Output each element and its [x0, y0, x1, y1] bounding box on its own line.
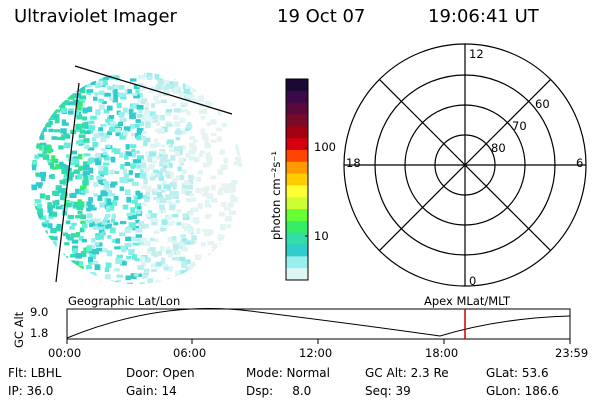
colorbar-band — [286, 126, 308, 139]
colorbar-band — [286, 197, 308, 210]
timeline-left-title: Geographic Lat/Lon — [68, 294, 181, 308]
app-title: Ultraviolet Imager — [14, 6, 177, 27]
mlt-label-18: 18 — [346, 156, 361, 170]
mlat-label-70: 70 — [512, 119, 527, 133]
colorbar-band — [286, 149, 308, 163]
mlt-label-0: 0 — [469, 274, 477, 288]
colorbar-band — [286, 173, 308, 186]
colorbar-band — [286, 256, 308, 269]
info-door: Door: Open — [126, 366, 195, 380]
info-filter: Flt: LBHL — [8, 366, 62, 380]
colorbar-band — [286, 102, 308, 115]
timeline-right-title: Apex MLat/MLT — [424, 294, 511, 308]
info-gc-alt: GC Alt: 2.3 Re — [365, 366, 449, 380]
colorbar-band — [286, 138, 308, 151]
colorbar-frame — [285, 78, 309, 281]
colorbar-tick-10: 10 — [314, 229, 329, 243]
colorbar-tick-100: 100 — [314, 140, 336, 154]
colorbar-band — [286, 232, 308, 246]
colorbar-band — [286, 114, 308, 127]
time-label: 19:06:41 UT — [428, 6, 539, 27]
timeline-ylabel: GC Alt — [12, 311, 26, 348]
mlat-label-80: 80 — [491, 141, 506, 155]
timeline-ymin: 1.8 — [30, 326, 49, 340]
colorbar-band — [286, 185, 308, 198]
info-glon: GLon: 186.6 — [486, 384, 559, 398]
colorbar-band — [286, 161, 308, 175]
colorbar-band — [286, 79, 308, 92]
timeline-tick-2359: 23:59 — [555, 346, 589, 360]
info-seq: Seq: 39 — [365, 384, 411, 398]
mlat-label-60: 60 — [535, 97, 550, 111]
info-glat: GLat: 53.6 — [486, 366, 549, 380]
info-dsp: Dsp: 8.0 — [246, 384, 312, 398]
polar-grid — [343, 43, 587, 287]
info-ip: IP: 36.0 — [8, 384, 54, 398]
timeline-tick-0600: 06:00 — [173, 346, 207, 360]
colorbar — [286, 79, 308, 281]
timeline-tick-0000: 00:00 — [48, 346, 82, 360]
info-mode: Mode: Normal — [246, 366, 330, 380]
mlt-label-12: 12 — [469, 47, 484, 61]
timeline-tick-1200: 12:00 — [299, 346, 333, 360]
terminator-line-top — [74, 65, 233, 115]
colorbar-unit-label: photon cm⁻²s⁻¹ — [269, 151, 283, 240]
timeline-tick-1800: 18:00 — [425, 346, 459, 360]
info-gain: Gain: 14 — [126, 384, 177, 398]
colorbar-band — [286, 244, 308, 257]
aurora-image — [31, 72, 243, 284]
colorbar-band — [286, 268, 308, 281]
date-label: 19 Oct 07 — [277, 6, 366, 27]
timeline-plot — [66, 308, 571, 344]
colorbar-band — [286, 90, 308, 104]
mlt-label-6: 6 — [576, 156, 584, 170]
timeline-ymax: 9.0 — [30, 305, 49, 319]
colorbar-band — [286, 220, 308, 234]
colorbar-band — [286, 209, 308, 222]
terminator-line-left — [55, 82, 80, 283]
